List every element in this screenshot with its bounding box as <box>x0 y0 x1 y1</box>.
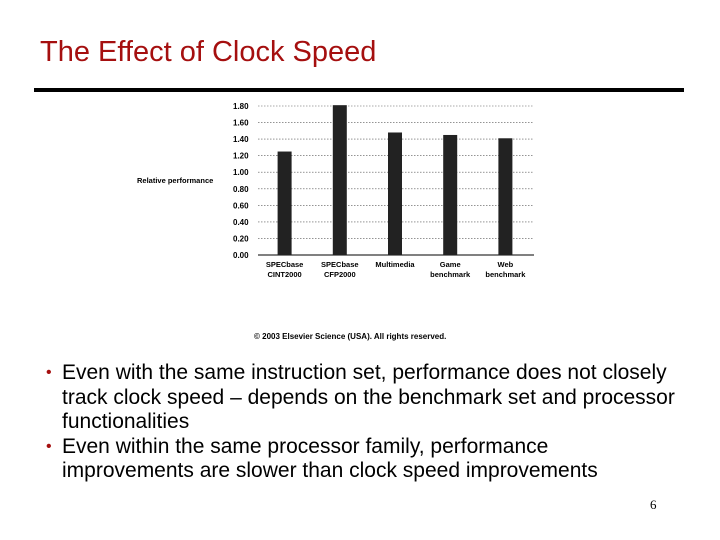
y-tick-label: 1.40 <box>233 135 249 144</box>
bullet-item: • Even within the same processor family, … <box>46 435 686 484</box>
relative-performance-chart: Relative performance 0.00 0.20 0.40 0.60 0.8… <box>137 102 534 279</box>
bar <box>443 134 458 255</box>
bullet-list: • Even with the same instruction set, per… <box>46 361 686 484</box>
y-tick-label: 1.00 <box>233 168 249 177</box>
title-divider <box>34 88 684 92</box>
x-tick-labels: SPECbaseCINT2000SPECbaseCFP2000Multimedi… <box>266 260 526 279</box>
x-tick-label: SPECbase <box>266 260 304 269</box>
bullet-item: • Even with the same instruction set, per… <box>46 361 686 435</box>
slide-title: The Effect of Clock Speed <box>40 36 377 68</box>
y-tick-label: 1.80 <box>233 102 249 111</box>
x-tick-label: SPECbase <box>321 260 359 269</box>
x-tick-label: Multimedia <box>375 260 415 269</box>
bullet-text: Even with the same instruction set, perf… <box>62 361 675 433</box>
bar <box>277 151 292 255</box>
bar <box>388 132 402 255</box>
bullet-dot-icon: • <box>46 437 52 455</box>
y-tick-label: 0.20 <box>233 234 249 243</box>
copyright-notice: © 2003 Elsevier Science (USA). All right… <box>254 332 447 341</box>
y-tick-label: 0.80 <box>233 185 249 194</box>
page-number: 6 <box>650 497 657 512</box>
x-tick-label: Web <box>498 260 514 269</box>
x-tick-label: Game <box>440 260 461 269</box>
bars <box>277 105 513 255</box>
y-tick-label: 1.20 <box>233 152 249 161</box>
x-tick-label: CINT2000 <box>268 270 302 279</box>
y-tick-label: 1.60 <box>233 119 249 128</box>
y-tick-label: 0.40 <box>233 218 249 227</box>
y-tick-label: 0.00 <box>233 251 249 260</box>
y-tick-label: 0.60 <box>233 201 249 210</box>
x-tick-label: CFP2000 <box>324 270 356 279</box>
x-tick-label: benchmark <box>430 270 471 279</box>
y-axis-label: Relative performance <box>137 176 213 185</box>
y-tick-labels: 0.00 0.20 0.40 0.60 0.80 1.00 1.20 1.40 1.60 1.80 <box>233 102 249 260</box>
bullet-text: Even within the same processor family, p… <box>62 434 598 483</box>
bullet-dot-icon: • <box>46 364 52 381</box>
bar <box>498 138 513 255</box>
x-tick-label: benchmark <box>485 270 526 279</box>
bar <box>332 105 347 255</box>
